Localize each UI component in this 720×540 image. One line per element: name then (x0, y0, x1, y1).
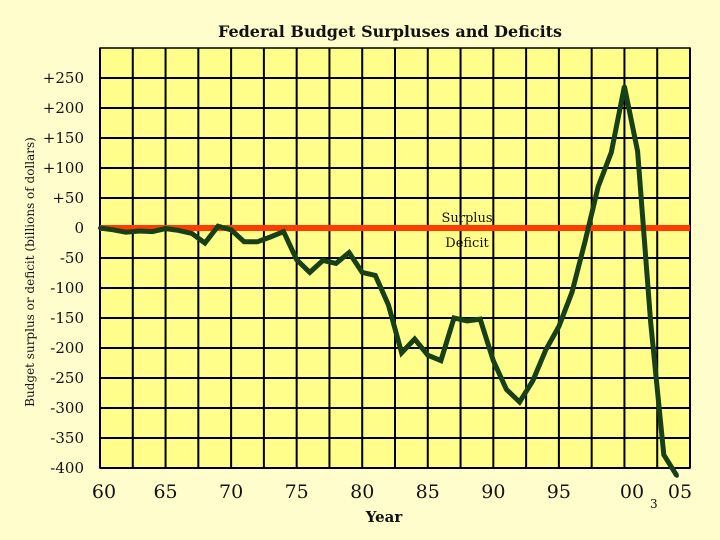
x-tick-label: 65 (153, 481, 177, 503)
y-tick-label: -200 (50, 339, 84, 357)
data-point (609, 150, 614, 155)
data-point (373, 273, 378, 278)
surplus-annotation: Surplus (441, 211, 492, 226)
y-tick-label: +250 (43, 69, 84, 87)
y-tick-label: +100 (43, 159, 84, 177)
y-tick-label: -350 (50, 429, 84, 447)
x-tick-labels: 60 65 70 75 80 85 90 95 00 05 (92, 481, 692, 503)
deficit-annotation: Deficit (445, 236, 489, 251)
chart-title: Federal Budget Surpluses and Deficits (217, 22, 563, 41)
data-point (124, 230, 129, 235)
data-point (229, 227, 234, 232)
page-number: 3 (650, 497, 658, 511)
data-point (583, 239, 588, 244)
x-tick-label: 90 (481, 481, 505, 503)
y-tick-label: 0 (74, 219, 84, 237)
data-point (163, 226, 168, 231)
x-tick-label: 95 (547, 481, 571, 503)
data-point (386, 302, 391, 307)
data-point (635, 149, 640, 154)
data-point (661, 452, 666, 457)
data-point (137, 229, 142, 233)
data-point (111, 227, 116, 232)
data-point (412, 337, 417, 341)
x-tick-label: 85 (416, 481, 440, 503)
x-axis-label: Year (365, 508, 403, 526)
data-point (320, 258, 325, 263)
data-point (268, 235, 273, 239)
data-point (452, 316, 456, 320)
y-tick-label: -100 (50, 279, 84, 297)
data-point (98, 226, 102, 230)
data-point (491, 358, 496, 363)
data-point (176, 228, 181, 233)
series-points (98, 84, 679, 478)
data-point (425, 353, 430, 358)
data-point (478, 317, 483, 322)
x-tick-label: 00 (620, 481, 644, 503)
y-tick-label: -250 (50, 369, 84, 387)
data-point (399, 350, 404, 355)
data-point (347, 250, 352, 255)
data-point (334, 261, 338, 266)
data-point (465, 319, 470, 323)
data-point (189, 231, 194, 236)
y-tick-label: -150 (50, 309, 84, 327)
y-tick-label: +150 (43, 129, 84, 147)
y-tick-label: -400 (50, 459, 84, 477)
data-point (504, 387, 509, 392)
data-point (596, 184, 601, 189)
data-point (360, 270, 365, 275)
data-point (281, 229, 286, 234)
x-tick-label: 75 (285, 481, 309, 503)
data-point (674, 473, 679, 478)
data-point (648, 320, 653, 325)
data-point (216, 224, 220, 229)
data-point (150, 229, 155, 234)
x-tick-label: 05 (668, 481, 692, 503)
data-point (622, 84, 627, 89)
y-tick-label: -300 (50, 399, 84, 417)
y-tick-labels: +250 +200 +150 +100 +50 0 -50 -100 -150 -200 -250 -… (43, 69, 84, 477)
data-point (438, 358, 443, 363)
data-point (517, 400, 522, 404)
data-point (294, 257, 299, 262)
y-tick-label: +50 (52, 189, 84, 207)
data-point (307, 270, 312, 275)
data-point (543, 347, 548, 352)
x-tick-label: 70 (219, 481, 243, 503)
y-tick-label: -50 (60, 249, 84, 267)
data-point (202, 241, 207, 245)
data-point (530, 379, 535, 383)
data-point (570, 290, 574, 295)
plot-border (99, 47, 691, 469)
x-tick-label: 60 (92, 481, 116, 503)
data-point (242, 239, 247, 244)
data-point (556, 324, 561, 329)
y-tick-label: +200 (43, 99, 84, 117)
data-point (255, 239, 260, 244)
x-tick-label: 80 (350, 481, 374, 503)
